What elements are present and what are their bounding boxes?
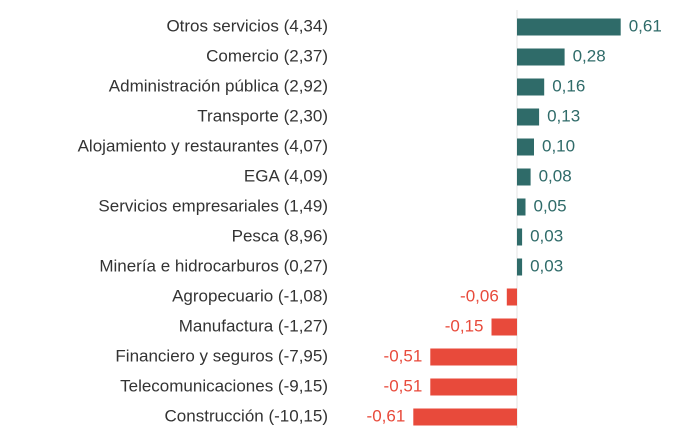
value-label: -0,15 xyxy=(445,316,484,335)
category-label: Agropecuario (-1,08) xyxy=(172,286,328,305)
bar xyxy=(517,168,531,186)
bar xyxy=(517,258,523,276)
category-label: Administración pública (2,92) xyxy=(109,76,328,95)
category-label: Servicios empresariales (1,49) xyxy=(98,196,328,215)
category-label: Comercio (2,37) xyxy=(206,46,328,65)
bar xyxy=(430,348,517,366)
category-label: Telecomunicaciones (-9,15) xyxy=(120,376,328,395)
value-label: -0,06 xyxy=(460,286,499,305)
bar xyxy=(517,228,523,246)
category-label: Transporte (2,30) xyxy=(197,106,328,125)
category-label: Construcción (-10,15) xyxy=(165,406,328,425)
category-label: EGA (4,09) xyxy=(244,166,328,185)
category-label: Minería e hidrocarburos (0,27) xyxy=(99,256,328,275)
bar xyxy=(506,288,517,306)
category-label: Alojamiento y restaurantes (4,07) xyxy=(78,136,328,155)
value-label: 0,05 xyxy=(534,196,567,215)
bar xyxy=(413,408,517,426)
value-label: 0,13 xyxy=(547,106,580,125)
value-label: 0,28 xyxy=(573,46,606,65)
value-label: -0,51 xyxy=(384,376,423,395)
bar xyxy=(517,108,540,126)
value-label: 0,61 xyxy=(629,16,662,35)
value-label: 0,10 xyxy=(542,136,575,155)
category-label: Otros servicios (4,34) xyxy=(166,16,328,35)
value-label: 0,03 xyxy=(530,226,563,245)
category-label: Pesca (8,96) xyxy=(232,226,328,245)
bar xyxy=(491,318,517,336)
value-label: 0,16 xyxy=(552,76,585,95)
bar xyxy=(517,78,545,96)
value-label: 0,08 xyxy=(539,166,572,185)
bar xyxy=(517,18,621,36)
bar xyxy=(517,48,565,66)
category-label: Manufactura (-1,27) xyxy=(179,316,328,335)
bar xyxy=(430,378,517,396)
value-label: 0,03 xyxy=(530,256,563,275)
bar xyxy=(517,138,534,156)
value-label: -0,61 xyxy=(367,406,406,425)
category-label: Financiero y seguros (-7,95) xyxy=(115,346,328,365)
value-label: -0,51 xyxy=(384,346,423,365)
bar xyxy=(517,198,526,216)
